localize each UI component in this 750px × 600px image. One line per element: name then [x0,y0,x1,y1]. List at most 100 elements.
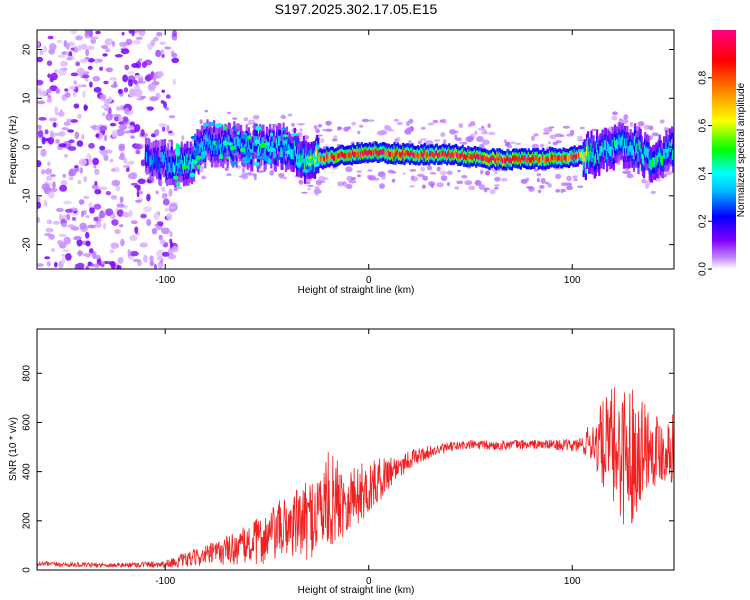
ridge-spot [313,163,320,167]
halo-cell [331,138,338,142]
halo-cell [409,185,416,188]
spectrogram-xtick-label: -100 [155,275,175,286]
halo-cell [643,124,650,130]
noise-cell [94,222,102,228]
halo-cell [464,180,473,186]
noise-cell [58,143,67,148]
noise-cell [110,214,116,220]
halo-cell [576,135,584,140]
noise-cell [88,157,92,166]
ridge-cell [597,150,600,160]
noise-cell [167,253,176,260]
noise-cell [109,158,114,163]
noise-cell [99,145,106,151]
ridge-spot [192,150,199,156]
ridge-cell [479,154,482,160]
noise-cell [155,190,159,195]
noise-cell [72,216,76,221]
noise-cell [67,129,74,133]
halo-cell [469,121,476,127]
halo-cell [494,172,498,175]
ridge-spot [274,156,281,161]
ridge-cell [293,140,296,151]
noise-cell [164,107,169,111]
halo-cell [350,177,356,181]
ridge-cell [473,152,477,158]
noise-cell [131,30,135,37]
halo-cell [301,191,308,194]
halo-cell [625,170,632,175]
halo-cell [425,140,434,146]
ridge-cell [611,139,614,150]
noise-cell [168,188,173,197]
noise-cell [159,41,166,45]
ridge-cell [672,150,674,160]
noise-cell [135,36,143,40]
ridge-cell [375,149,378,155]
halo-cell [479,143,485,149]
halo-cell [224,167,229,171]
ridge-spot [175,143,180,149]
noise-cell [55,88,61,94]
ridge-spot [244,155,250,162]
noise-cell [75,61,81,67]
noise-cell [156,249,165,258]
halo-cell [408,139,412,146]
ridge-cell [601,142,604,153]
halo-cell [337,126,341,131]
ridge-spot [172,175,179,181]
noise-cell [91,184,99,190]
noise-cell [129,160,135,165]
halo-cell [345,166,353,173]
noise-cell [136,186,141,192]
noise-cell [68,168,77,177]
halo-cell [417,141,422,145]
halo-cell [243,117,249,122]
noise-cell [47,35,54,40]
noise-cell [87,65,93,70]
noise-cell [76,239,83,247]
halo-cell [307,184,314,187]
noise-cell [146,193,151,202]
ridge-spot [245,151,253,157]
ridge-cell [583,151,586,162]
ridge-spot [255,125,262,131]
halo-cell [629,121,634,127]
noise-cell [57,54,66,58]
noise-cell [92,251,97,260]
halo-cell [434,139,441,142]
noise-cell [68,139,75,144]
ridge-cell [541,157,544,163]
noise-cell [124,107,130,115]
halo-cell [561,188,567,193]
ridge-cell [410,150,413,157]
noise-cell [149,260,155,267]
halo-cell [429,172,437,175]
noise-cell [74,131,80,140]
noise-cell [172,30,177,37]
halo-cell [307,187,312,191]
halo-cell [396,136,401,142]
halo-cell [420,126,426,130]
ridge-cell [149,157,152,167]
noise-cell [46,88,52,94]
noise-cell [64,88,69,92]
noise-cell [132,258,141,263]
halo-cell [484,187,490,191]
noise-cell [101,112,106,117]
noise-cell [93,263,100,268]
spectrogram-ytick-label: -20 [22,237,33,252]
noise-cell [70,72,79,77]
noise-cell [105,149,113,154]
noise-cell [171,57,180,64]
noise-cell [45,168,52,175]
snr-xtick-label: 0 [366,576,372,587]
halo-cell [421,184,426,189]
ridge-cell [508,158,511,164]
ridge-cell [392,152,395,158]
halo-cell [346,175,353,182]
ridge-cell [636,143,639,154]
ridge-spot [195,155,201,160]
ridge-spot [312,156,318,160]
noise-cell [118,124,128,130]
